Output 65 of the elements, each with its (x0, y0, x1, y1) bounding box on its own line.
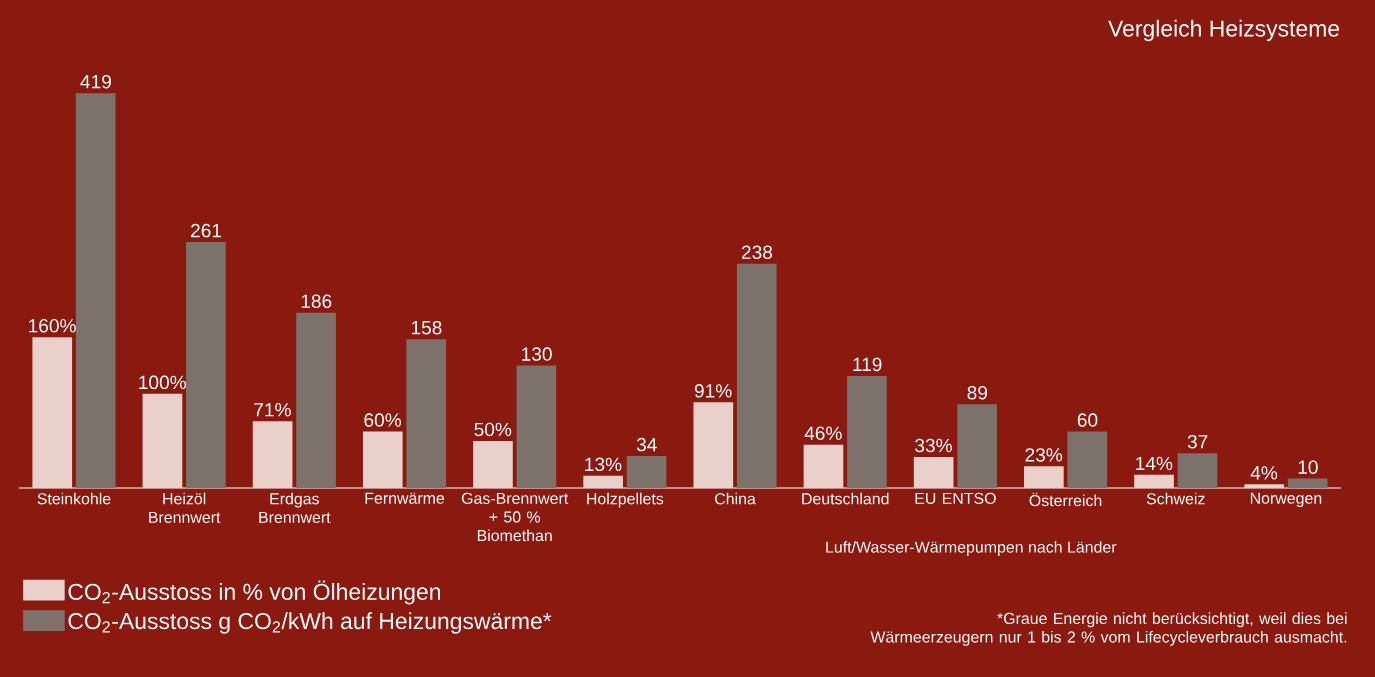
bar (186, 242, 226, 489)
bar (803, 444, 844, 489)
bar (847, 375, 887, 489)
x-tick-label: China (715, 492, 756, 505)
bar (583, 475, 623, 489)
x-tick-label: Gas-Brennwert + 50 % Biomethan (461, 492, 569, 542)
data-label: 23% (1025, 448, 1063, 462)
bar (473, 440, 513, 489)
data-label: 13% (585, 457, 622, 472)
data-label: 4% (1250, 466, 1278, 480)
data-label: 89 (967, 385, 988, 400)
x-tick-label: Deutschland (802, 492, 889, 505)
data-label: 71% (254, 403, 291, 417)
x-tick-label: Erdgas Brennwert (259, 492, 331, 524)
x-tick-label: Österreich (1029, 492, 1102, 507)
bar (957, 404, 997, 489)
x-tick-label: Heizöl Brennwert (149, 492, 221, 524)
x-tick-label: Fernwärme (365, 492, 445, 504)
bar (1024, 466, 1064, 489)
bar (1134, 474, 1174, 489)
x-tick-label: EU ENTSO (915, 492, 996, 505)
text: *Graue Energie nicht berücksichtigt, weil dies bei Wärmeerzeugern nur 1 bis 2 % vom Lifecycleverbrauch ausmacht. (870, 612, 1347, 646)
data-label: 60 (1077, 413, 1098, 427)
data-label: 238 (741, 245, 773, 260)
bar (1244, 484, 1285, 489)
data-label: 119 (853, 357, 882, 372)
data-label: 14% (1136, 456, 1173, 471)
bar (516, 365, 557, 489)
data-label: 158 (411, 320, 442, 335)
data-label: 60% (364, 413, 402, 427)
legend-label: CO$_{2}$-Ausstoss g CO$_{2}$/kWh auf Heizungswärme* (68, 612, 552, 634)
bar (75, 93, 116, 489)
legend-label: CO$_{2}$-Ausstoss in % von Ölheizungen (68, 580, 441, 605)
data-label: 34 (636, 437, 657, 452)
data-label: 186 (301, 294, 332, 309)
x-tick-label: Steinkohle (37, 492, 111, 505)
chart-title: Vergleich Heizsysteme (1108, 19, 1340, 42)
data-label: 261 (191, 223, 222, 238)
data-label: 130 (522, 347, 552, 361)
bar (1177, 453, 1218, 489)
bar (142, 393, 183, 489)
bar (626, 456, 667, 489)
bar (362, 431, 403, 489)
x-tick-label: Holzpellets (587, 492, 664, 508)
bar (252, 421, 293, 489)
data-label: 160% (29, 319, 76, 333)
data-label: 50% (474, 422, 512, 437)
bar (1067, 431, 1108, 489)
bar (736, 263, 777, 489)
bar (32, 337, 73, 489)
data-label: 37 (1187, 434, 1208, 449)
x-tick-label: Norwegen (1250, 492, 1322, 508)
bar (406, 339, 447, 489)
data-label: 10 (1298, 460, 1318, 474)
bar (693, 402, 734, 489)
bar (1287, 478, 1328, 489)
text: Luft/Wasser-Wärmepumpen nach Länder (826, 541, 1117, 556)
bar (913, 456, 954, 489)
data-label: 419 (80, 74, 111, 89)
data-label: 46% (804, 426, 842, 441)
data-label: 100% (139, 375, 187, 390)
data-label: 33% (915, 438, 952, 453)
x-tick-label: Schweiz (1146, 492, 1205, 505)
bar (296, 312, 336, 489)
data-label: 91% (694, 384, 732, 398)
